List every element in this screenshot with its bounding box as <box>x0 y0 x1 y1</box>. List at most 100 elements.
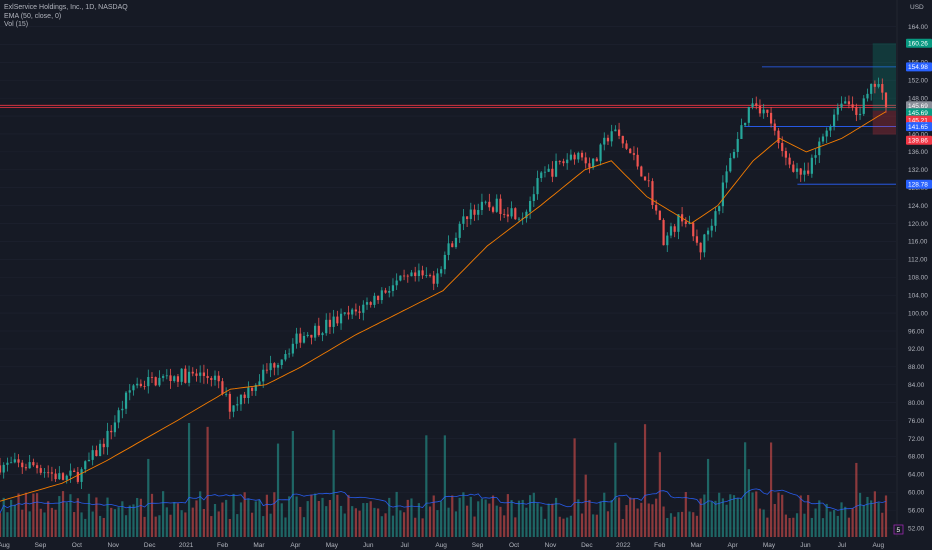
volume-bar <box>769 442 773 537</box>
volume-bars <box>0 423 888 537</box>
volume-bar <box>273 492 276 537</box>
volume-bar <box>836 515 839 537</box>
volume-bar <box>380 516 383 537</box>
volume-bar <box>499 506 502 537</box>
volume-bar <box>510 500 513 537</box>
volume-bar <box>80 512 83 537</box>
price-badge: 160.26 <box>906 38 932 48</box>
volume-bar <box>858 492 862 537</box>
volume-bar <box>191 507 194 537</box>
candle-body <box>47 472 50 474</box>
candle-body <box>499 198 502 215</box>
volume-bar <box>844 506 847 537</box>
volume-bar <box>332 430 335 537</box>
candle-body <box>206 375 209 379</box>
candle-body <box>829 126 832 131</box>
volume-indicator-label[interactable]: Vol (15) <box>4 21 29 28</box>
time-axis-label: Feb <box>217 542 229 549</box>
candle-body <box>406 275 409 277</box>
candle-body <box>599 144 602 162</box>
volume-bar <box>710 501 713 537</box>
candle-body <box>673 226 676 232</box>
candle-body <box>451 243 454 248</box>
candle-body <box>870 83 873 94</box>
price-badge: 145.69 <box>906 108 932 118</box>
price-tick-label: 64.00 <box>908 472 925 479</box>
volume-bar <box>284 517 287 537</box>
volume-bar <box>547 503 550 537</box>
volume-bar <box>851 508 854 537</box>
volume-bar <box>262 516 265 537</box>
time-axis-label: Oct <box>72 542 82 549</box>
candle-body <box>751 103 754 108</box>
candle-body <box>373 295 376 305</box>
volume-bar <box>210 516 213 537</box>
candle-body <box>98 443 102 457</box>
candle-body <box>395 280 398 286</box>
candle-body <box>35 465 39 469</box>
candle-body <box>847 101 851 105</box>
price-tick-label: 100.00 <box>908 310 928 317</box>
volume-bar <box>821 518 825 537</box>
candle-body <box>810 157 813 174</box>
candle-body <box>795 168 799 172</box>
volume-bar <box>877 502 880 537</box>
candle-body <box>866 93 869 99</box>
volume-bar <box>454 511 458 537</box>
candle-body <box>243 394 246 398</box>
volume-bar <box>414 517 417 537</box>
candle-body <box>858 113 862 115</box>
candle-body <box>529 200 532 212</box>
volume-bar <box>714 500 717 537</box>
price-tick-label: 164.00 <box>908 24 928 31</box>
volume-bar <box>684 492 687 537</box>
volume-bar <box>658 452 661 537</box>
time-axis-label: Aug <box>0 542 10 549</box>
candle-body <box>558 160 561 162</box>
time-axis-label: Jul <box>401 542 410 549</box>
volume-bar <box>532 492 535 537</box>
candle-body <box>762 109 765 114</box>
volume-bar <box>384 513 387 537</box>
volume-bar <box>569 515 572 537</box>
candle-body <box>143 386 146 387</box>
volume-bar <box>840 502 843 537</box>
volume-bar <box>362 503 365 537</box>
volume-bar <box>121 501 124 537</box>
candle-body <box>65 475 68 480</box>
candle-body <box>610 131 613 142</box>
volume-bar <box>21 509 24 537</box>
volume-bar <box>117 507 120 537</box>
volume-bar <box>788 518 791 537</box>
candle-body <box>692 222 695 237</box>
symbol-title[interactable]: ExlService Holdings, Inc., 1D, NASDAQ <box>4 4 128 11</box>
volume-bar <box>76 498 79 537</box>
candle-body <box>536 178 539 195</box>
volume-bar <box>655 498 658 537</box>
volume-bar <box>288 496 291 537</box>
time-axis: Aug Sep Oct Nov Dec 2021 Feb Mar Apr May Jun Jul Aug… <box>0 542 884 549</box>
candle-body <box>332 316 335 327</box>
candle-body <box>773 123 776 131</box>
price-tick-label: 96.00 <box>908 328 925 335</box>
volume-bar <box>566 517 569 537</box>
candle-body <box>347 312 350 315</box>
candle-body <box>284 353 287 360</box>
volume-bar <box>158 515 161 537</box>
candle-body <box>299 333 302 343</box>
candle-body <box>250 387 254 391</box>
ema-indicator-label[interactable]: EMA (50, close, 0) <box>4 12 62 20</box>
candle-body <box>213 375 217 380</box>
candle-body <box>110 430 113 433</box>
candle-body <box>239 394 243 405</box>
volume-bar <box>250 512 254 537</box>
candle-body <box>495 198 498 212</box>
position-loss-zone <box>872 110 896 135</box>
time-axis-label: Aug <box>435 542 447 549</box>
candle-body <box>510 208 513 217</box>
price-badge-label: 141.65 <box>908 124 928 131</box>
candle-body <box>595 158 598 162</box>
volume-bar <box>465 505 469 537</box>
price-tick-label: 88.00 <box>908 364 925 371</box>
